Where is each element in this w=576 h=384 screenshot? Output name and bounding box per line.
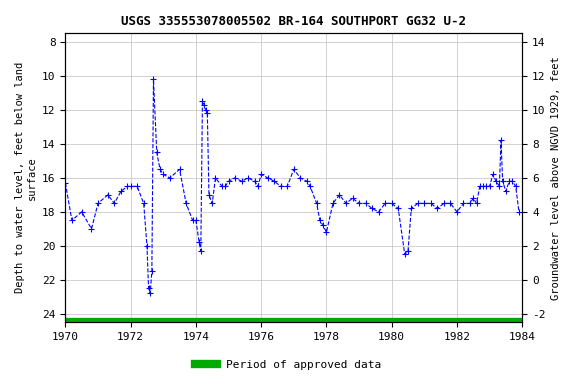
Title: USGS 335553078005502 BR-164 SOUTHPORT GG32 U-2: USGS 335553078005502 BR-164 SOUTHPORT GG… [122,15,467,28]
Y-axis label: Groundwater level above NGVD 1929, feet: Groundwater level above NGVD 1929, feet [551,56,561,300]
Legend: Period of approved data: Period of approved data [191,356,385,375]
Y-axis label: Depth to water level, feet below land
surface: Depth to water level, feet below land su… [15,62,37,293]
